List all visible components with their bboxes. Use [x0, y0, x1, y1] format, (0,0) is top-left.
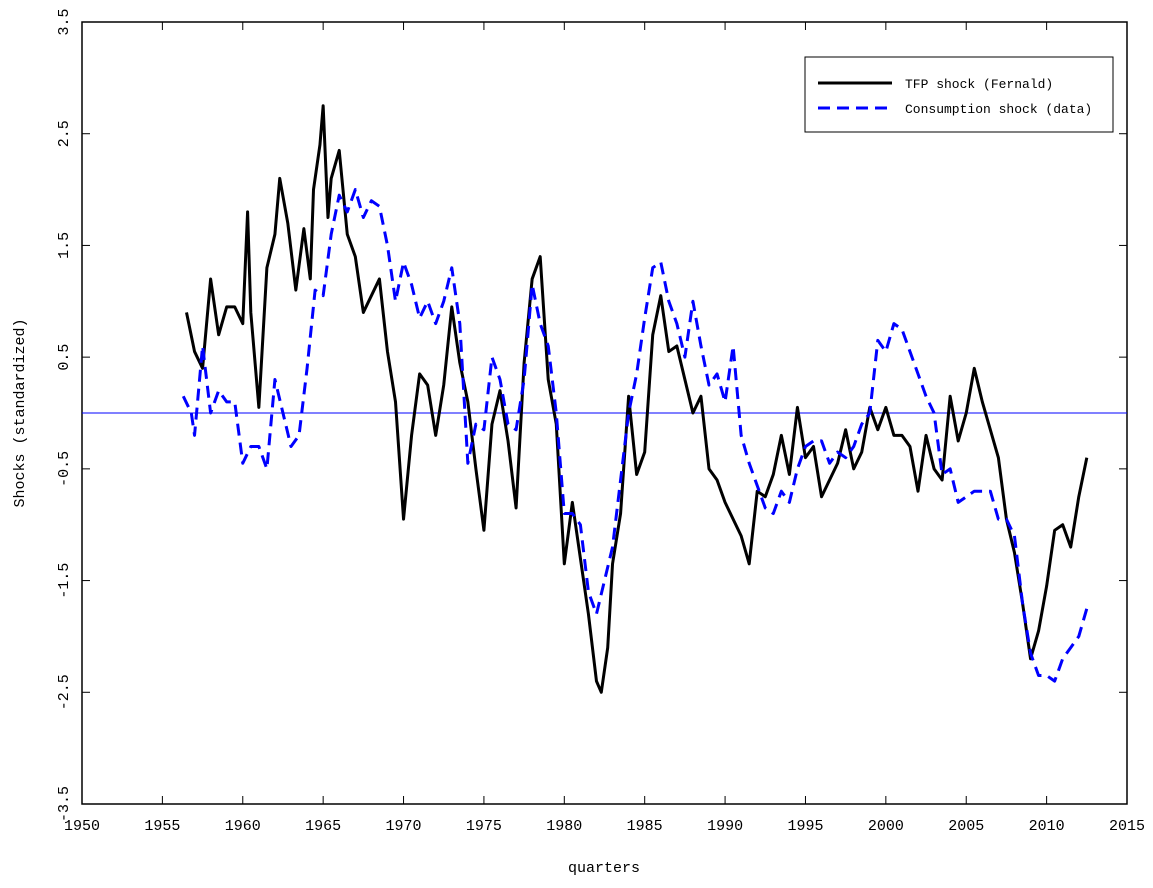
legend-label: TFP shock (Fernald) [905, 77, 1053, 92]
data-line [185, 104, 1089, 694]
y-tick-label: -3.5 [56, 786, 73, 822]
y-tick-label: 3.5 [56, 8, 73, 35]
x-tick-label: 1975 [466, 818, 502, 835]
x-tick-label: 1995 [787, 818, 823, 835]
legend-box [804, 56, 1114, 133]
x-tick-label: 2015 [1109, 818, 1145, 835]
x-tick-label: 2010 [1029, 818, 1065, 835]
legend: TFP shock (Fernald) Consumption shock (da… [804, 56, 1114, 133]
x-tick-label: 1990 [707, 818, 743, 835]
y-tick-label: -2.5 [56, 674, 73, 710]
x-tick-label: 1955 [144, 818, 180, 835]
y-tick-label: 1.5 [56, 232, 73, 259]
x-tick-label: 1960 [225, 818, 261, 835]
x-tick-label: 1980 [546, 818, 582, 835]
x-tick-label: 1965 [305, 818, 341, 835]
y-tick-label: -0.5 [56, 451, 73, 487]
y-tick-label: 0.5 [56, 344, 73, 371]
data-line [181, 188, 1089, 683]
x-tick-label: 1970 [386, 818, 422, 835]
x-axis-label: quarters [568, 860, 640, 877]
x-tick-label: 1950 [64, 818, 100, 835]
x-tick-label: 2000 [868, 818, 904, 835]
x-tick-label: 1985 [627, 818, 663, 835]
y-axis-label: Shocks (standardized) [12, 318, 29, 507]
x-tick-label: 2005 [948, 818, 984, 835]
y-tick-label: 2.5 [56, 120, 73, 147]
legend-label: Consumption shock (data) [905, 102, 1092, 117]
y-tick-label: -1.5 [56, 563, 73, 599]
